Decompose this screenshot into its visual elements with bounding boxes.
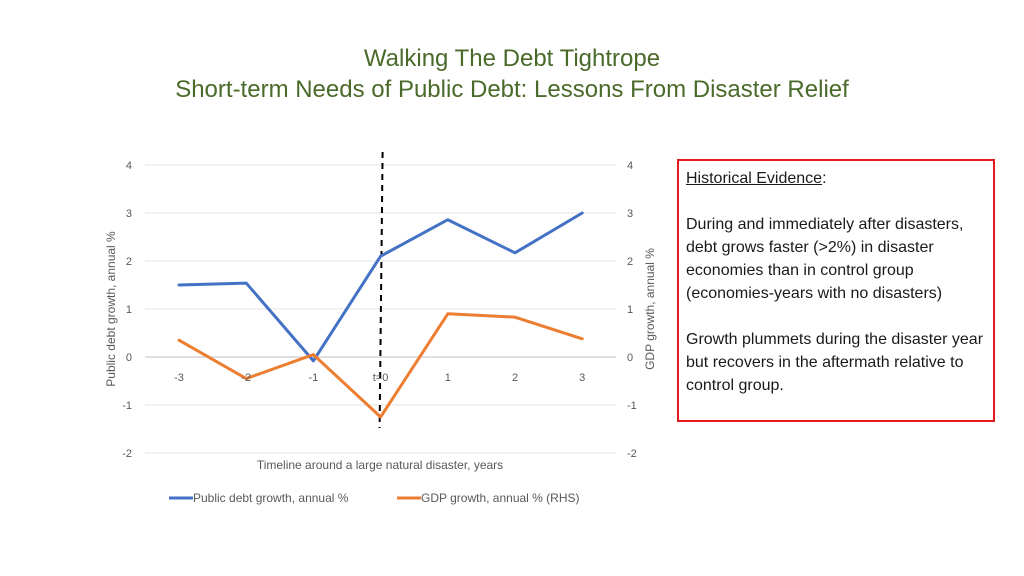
- historical-evidence-box: Historical Evidence: During and immediat…: [677, 159, 995, 422]
- y-tick-label-right: 3: [627, 208, 633, 220]
- y-tick-label-right: 2: [627, 256, 633, 268]
- x-axis-tick-labels: -3 -2 -1 t=0 1 2 3: [174, 372, 585, 384]
- y-tick-label-left: -1: [122, 400, 132, 412]
- y-tick-label-right: 0: [627, 352, 633, 364]
- y-axis-title-right: GDP growth, annual %: [643, 248, 657, 370]
- y-tick-label-left: 4: [126, 160, 132, 172]
- y-axis-title-left: Public debt growth, annual %: [104, 231, 118, 387]
- x-tick-label: 1: [445, 372, 451, 384]
- y-tick-label-right: -1: [627, 400, 637, 412]
- y-tick-label-right: 4: [627, 160, 633, 172]
- evidence-heading-text: Historical Evidence: [686, 170, 823, 187]
- legend-label: GDP growth, annual % (RHS): [421, 491, 580, 505]
- title-line-1: Walking The Debt Tightrope: [363, 45, 661, 72]
- y-tick-label-left: 2: [126, 256, 132, 268]
- evidence-heading-colon: :: [822, 170, 827, 187]
- y-tick-label-left: 3: [126, 208, 132, 220]
- axis-ticks: -2 -1 0 1 2 3 4 -2 -1 0 1 2 3 4: [122, 160, 637, 460]
- slide-title: Walking The Debt Tightrope Short-term Ne…: [0, 43, 1024, 105]
- series: [177, 211, 584, 419]
- y-tick-label-right: -2: [627, 448, 637, 460]
- evidence-paragraph-1: During and immediately after disasters, …: [686, 216, 964, 302]
- y-tick-label-left: 0: [126, 352, 132, 364]
- disaster-event-line: [378, 151, 384, 429]
- evidence-paragraph-2: Growth plummets during the disaster year…: [686, 331, 984, 394]
- legend: Public debt growth, annual % GDP growth, …: [169, 491, 580, 505]
- legend-label: Public debt growth, annual %: [193, 491, 349, 505]
- x-tick-label: 2: [512, 372, 518, 384]
- x-tick-label: -2: [241, 372, 251, 384]
- x-tick-label: t=0: [373, 372, 389, 384]
- x-tick-label: 3: [579, 372, 585, 384]
- x-tick-label: -1: [309, 372, 319, 384]
- y-tick-label-left: 1: [126, 304, 132, 316]
- y-tick-label-right: 1: [627, 304, 633, 316]
- title-line-2: Short-term Needs of Public Debt: Lessons…: [175, 76, 849, 103]
- evidence-heading: Historical Evidence:: [686, 167, 987, 190]
- y-tick-label-left: -2: [122, 448, 132, 460]
- x-tick-label: -3: [174, 372, 184, 384]
- gridlines: [145, 164, 616, 454]
- x-axis-title: Timeline around a large natural disaster…: [257, 458, 503, 472]
